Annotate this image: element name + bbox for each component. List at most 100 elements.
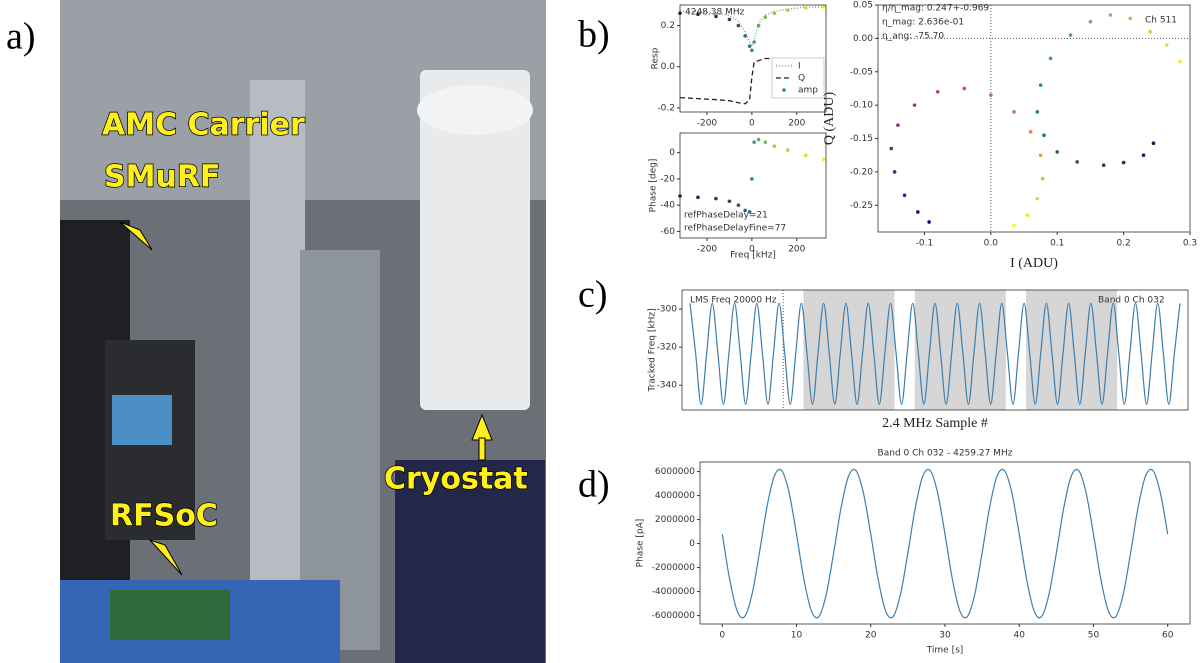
data-point — [696, 195, 700, 200]
data-point — [743, 34, 747, 38]
photo-label: RFSoC — [110, 499, 218, 534]
y-axis-label: Tracked Freq [kHz] — [648, 308, 658, 392]
data-point — [1088, 19, 1093, 24]
y-axis-label: Resp — [651, 47, 661, 69]
data-point — [927, 220, 931, 224]
data-point — [786, 8, 790, 12]
data-point — [803, 6, 808, 10]
annotation: Ch 511 — [1145, 16, 1177, 26]
data-point — [750, 177, 754, 181]
data-point — [727, 17, 732, 22]
annotation: η_ang: -75.70 — [882, 32, 944, 42]
y-tick-label: -4000000 — [652, 587, 696, 597]
x-tick-label: 40 — [1014, 631, 1026, 641]
data-point — [1012, 110, 1016, 114]
y-tick-label: -340 — [657, 381, 678, 391]
y-tick-label: -0.20 — [850, 167, 874, 177]
data-point — [1055, 150, 1060, 154]
y-tick-label: 4000000 — [655, 491, 695, 501]
y-tick-label: 0.05 — [853, 1, 873, 11]
data-point — [743, 208, 747, 213]
annotation: 4248.38 MHz — [685, 8, 745, 18]
data-point — [750, 48, 754, 53]
data-point — [1035, 110, 1040, 114]
y-tick-label: 0 — [669, 148, 675, 158]
y-tick-label: 6000000 — [655, 467, 695, 477]
data-point — [1012, 223, 1016, 228]
x-tick-label: 0.1 — [1050, 239, 1064, 249]
x-tick-label: 0.3 — [1183, 239, 1197, 249]
data-point — [1075, 160, 1079, 164]
x-tick-label: 30 — [939, 631, 951, 641]
y-tick-label: -40 — [660, 201, 675, 211]
data-point — [736, 23, 741, 28]
data-point — [752, 40, 756, 44]
y-tick-label: -320 — [657, 343, 678, 353]
data-point — [727, 199, 732, 204]
y-tick-label: -20 — [660, 174, 675, 184]
data-point — [1128, 16, 1133, 21]
data-point — [1042, 133, 1046, 137]
data-point — [1025, 213, 1030, 218]
data-point — [696, 12, 700, 17]
data-point — [714, 14, 718, 19]
data-point — [772, 144, 777, 148]
data-point — [889, 146, 894, 151]
x-tick-label: -200 — [697, 245, 718, 255]
y-tick-label: 2000000 — [655, 515, 695, 525]
data-point — [1178, 59, 1182, 64]
data-point — [1121, 160, 1126, 165]
data-point — [803, 153, 808, 158]
annotation: η_mag: 2.636e-01 — [882, 18, 964, 28]
y-axis-label: Q (ADU) — [822, 92, 837, 146]
data-point — [821, 5, 826, 9]
data-point — [896, 123, 900, 127]
data-point — [962, 86, 967, 91]
data-point — [1151, 141, 1156, 146]
x-axis-label: Freq [kHz] — [730, 251, 776, 261]
y-tick-label: -60 — [660, 227, 675, 237]
plot-frame — [681, 289, 1189, 411]
data-point — [756, 137, 761, 142]
data-point — [989, 93, 993, 97]
data-point — [912, 103, 917, 107]
shaded-region — [914, 290, 1006, 410]
data-point — [747, 209, 752, 214]
x-tick-label: 0.2 — [1116, 239, 1130, 249]
panel-label: b) — [578, 14, 610, 56]
data-point — [763, 15, 768, 20]
x-axis-label: I (ADU) — [1010, 256, 1058, 271]
legend-label: Q — [798, 74, 805, 84]
y-tick-label: -0.10 — [850, 101, 874, 111]
annotation: Band 0 Ch 032 — [1098, 296, 1165, 306]
x-tick-label: -0.1 — [916, 239, 934, 249]
chart: 0 -20 -40 -60 -200 0 200 refPhaseDelay=21 refPha… — [649, 132, 827, 261]
panel-label: a) — [6, 16, 36, 58]
data-point — [1141, 153, 1146, 158]
y-tick-label: -6000000 — [652, 611, 696, 621]
chart: 0.05 0.00 -0.05 -0.10 -0.15 -0.20 -0.25 -0.1 0.0… — [822, 1, 1197, 272]
data-point — [935, 89, 940, 94]
data-point — [902, 193, 907, 198]
x-tick-label: 50 — [1088, 631, 1100, 641]
y-tick-label: -0.25 — [850, 201, 873, 211]
data-point — [763, 140, 768, 144]
data-point — [1028, 130, 1033, 134]
data-point — [786, 148, 790, 152]
data-point — [1048, 56, 1053, 61]
x-tick-label: 0 — [749, 119, 755, 129]
data-point — [772, 11, 777, 16]
series-line — [689, 302, 1181, 405]
x-tick-label: 200 — [788, 245, 805, 255]
chart: 6000000 4000000 2000000 0 -2000000 -4000000 -6… — [636, 449, 1191, 656]
shaded-region — [1026, 290, 1118, 410]
x-tick-label: -200 — [697, 119, 718, 129]
data-point — [714, 196, 718, 201]
x-tick-label: 200 — [788, 119, 805, 129]
data-point — [756, 23, 761, 28]
y-tick-label: -300 — [657, 305, 678, 315]
photo-label: Cryostat — [384, 462, 528, 497]
y-tick-label: 0.00 — [853, 34, 873, 44]
